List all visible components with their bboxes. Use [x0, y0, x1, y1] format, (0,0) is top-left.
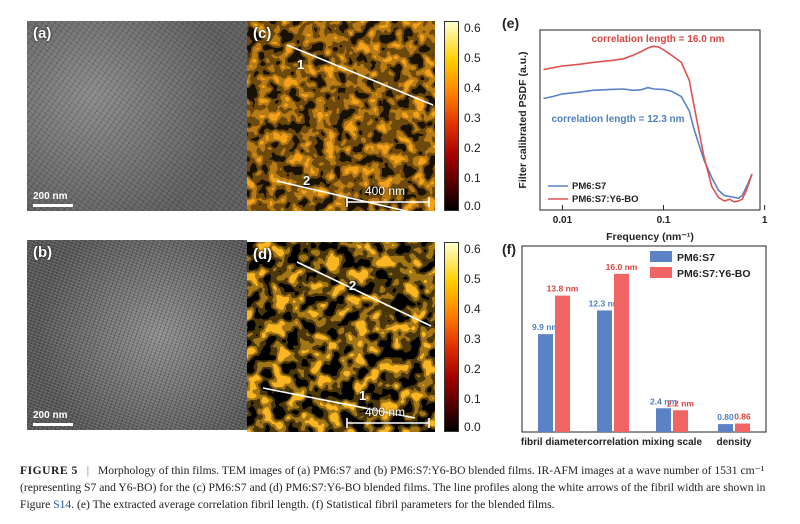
bar-value-label: 2.2 nm [667, 398, 694, 408]
legend-label-pm6s7-f: PM6:S7 [677, 252, 715, 264]
scale-label-a: 200 nm [33, 191, 68, 202]
colorbar-tick: 0.2 [464, 362, 481, 376]
legend-swatch-pm6s7y6bo-f [650, 267, 672, 278]
figure-s14-link[interactable]: S14 [53, 498, 72, 511]
colorbar-tick: 0.3 [464, 332, 481, 346]
colorbar-tick: 0.0 [464, 199, 481, 213]
category-labels-f: fibril diameter correlation mixing scale de… [521, 437, 752, 448]
bar-value-label: 12.3 nm [589, 298, 621, 308]
caption-separator: | [86, 464, 90, 477]
scale-label-c: 400 nm [365, 184, 406, 198]
y-axis-label-e: Filter calibrated PSDF (a.u.) [517, 51, 529, 188]
line-marker-2-d: 2 [349, 278, 357, 293]
bar-value-label: 0.86 [734, 412, 751, 422]
afm-texture-d [247, 242, 435, 432]
afm-texture-c [247, 21, 435, 211]
legend-label-pm6s7: PM6:S7 [572, 181, 606, 192]
scale-bar-a [33, 204, 73, 207]
caption-text-2: . (e) The extracted average correlation … [71, 498, 555, 511]
legend-f: PM6:S7 PM6:S7:Y6-BO [650, 251, 751, 280]
plot-frame-f [521, 245, 767, 433]
scale-label-d: 400 nm [365, 405, 406, 419]
chart-e-psdf: (e) Filter calibrated PSDF (a.u.) Freque… [502, 15, 768, 243]
figure-number: FIGURE 5 [20, 464, 78, 477]
tem-image-a: (a) 200 nm [27, 21, 247, 211]
legend-label-pm6s7y6bo: PM6:S7:Y6-BO [572, 194, 639, 205]
colorbar-tick: 0.4 [464, 302, 481, 316]
category-label: correlation [587, 437, 639, 448]
bar-value-label: 0.80 [717, 412, 734, 422]
afm-image-c: (c) 1 2 400 nm [247, 21, 435, 211]
annotation-correlation-16: correlation length = 16.0 nm [591, 34, 724, 45]
legend-label-pm6s7y6bo-f: PM6:S7:Y6-BO [677, 268, 751, 280]
chart-f-fibril-parameters: (f) PM6:S7 PM6:S7:Y6-BO 9.9 nm 13.8 nm 12.… [502, 241, 767, 448]
bar-value-label: 13.8 nm [547, 284, 579, 294]
bar-correlation-pm6s7y6bo [614, 273, 629, 432]
bar-density-pm6s7 [718, 424, 733, 432]
panel-label-e: (e) [502, 15, 519, 31]
bar-mixing-scale-pm6s7y6bo [673, 410, 688, 432]
afm-image-d: (d) 2 1 400 nm [247, 242, 435, 432]
panel-label-a: (a) [33, 25, 52, 42]
colorbar-tick: 0.6 [464, 21, 481, 35]
category-label: density [716, 437, 751, 448]
panel-label-c: (c) [253, 25, 272, 42]
x-tick-label: 0.1 [657, 215, 671, 226]
bar-value-label: 9.9 nm [532, 322, 559, 332]
scale-label-b: 200 nm [33, 410, 68, 421]
x-axis-label-e: Frequency (nm⁻¹) [606, 231, 694, 243]
line-marker-2-c: 2 [303, 173, 311, 188]
panel-label-b: (b) [33, 244, 53, 261]
series-lines-e [543, 45, 753, 203]
tem-image-b: (b) 200 nm [27, 240, 247, 430]
bar-density-pm6s7y6bo [735, 423, 750, 432]
bar-value-label: 2.4 nm [650, 396, 677, 406]
colorbar-tick: 0.4 [464, 81, 481, 95]
panel-label-f: (f) [502, 241, 516, 257]
legend-swatch-pm6s7-f [650, 251, 672, 262]
scale-bar-b [33, 423, 73, 426]
series-line-pm6s7 [543, 86, 753, 200]
caption-text-1: Morphology of thin films. TEM images of … [20, 464, 766, 511]
annotation-correlation-12: correlation length = 12.3 nm [551, 114, 684, 125]
colorbar-tick: 0.3 [464, 111, 481, 125]
colorbar-tick: 0.0 [464, 420, 481, 434]
colorbar-tick: 0.1 [464, 392, 481, 406]
bar-fibril-diameter-pm6s7y6bo [555, 295, 570, 432]
x-tick-label: 0.01 [553, 215, 573, 226]
bar-mixing-scale-pm6s7 [656, 408, 671, 432]
colorbar-c [444, 21, 459, 211]
plot-frame-e [539, 29, 761, 211]
legend-e: PM6:S7 PM6:S7:Y6-BO [548, 181, 639, 205]
x-ticks-e: 0.01 0.1 1 [553, 205, 768, 226]
bar-fibril-diameter-pm6s7 [538, 334, 553, 432]
series-line-pm6s7y6bo [543, 45, 753, 203]
colorbar-tick: 0.1 [464, 171, 481, 185]
bars-f: 9.9 nm 13.8 nm 12.3 nm 16.0 nm 2.4 nm2.2 nm 0… [532, 262, 751, 432]
category-label: fibril diameter [521, 437, 587, 448]
colorbar-tick: 0.5 [464, 51, 481, 65]
line-marker-1-c: 1 [297, 57, 305, 72]
x-tick-label: 1 [762, 215, 768, 226]
bar-value-label: 16.0 nm [606, 262, 638, 272]
figure-caption: FIGURE 5 | Morphology of thin films. TEM… [20, 462, 780, 513]
line-marker-1-d: 1 [359, 388, 367, 403]
colorbar-tick: 0.5 [464, 272, 481, 286]
category-label: mixing scale [642, 437, 702, 448]
colorbar-tick: 0.6 [464, 242, 481, 256]
colorbar-tick: 0.2 [464, 141, 481, 155]
colorbar-d [444, 242, 459, 432]
bar-correlation-pm6s7 [597, 310, 612, 432]
panel-label-d: (d) [253, 246, 273, 263]
